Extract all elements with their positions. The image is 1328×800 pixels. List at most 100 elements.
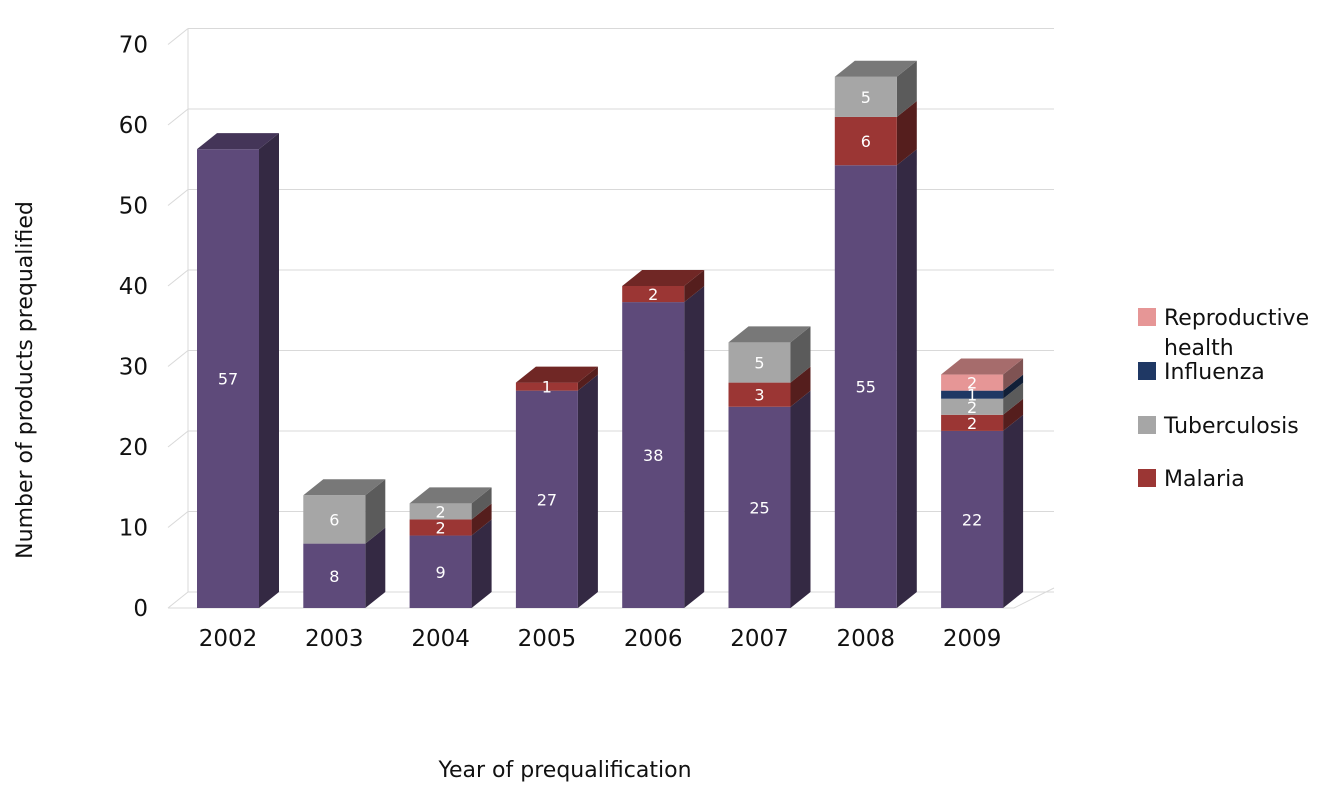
x-tick-label: 2008 — [837, 626, 896, 652]
data-label: 2 — [967, 398, 977, 417]
bar-top — [941, 358, 1024, 375]
bar-side — [1003, 414, 1024, 608]
gridlines — [167, 28, 1055, 609]
y-tick-label: 70 — [119, 33, 148, 59]
gridline-side — [167, 189, 189, 206]
bars — [197, 60, 1024, 608]
data-label: 2 — [436, 519, 446, 538]
data-label: 3 — [754, 386, 764, 405]
bar-top — [409, 487, 492, 504]
data-label: 1 — [967, 386, 977, 405]
axes: 0 10 20 30 40 50 60 70 2002 2003 2004 2005 2006 2007 2… — [119, 33, 1002, 653]
y-tick-label: 30 — [119, 355, 148, 381]
bar-segment — [728, 342, 791, 383]
data-label: 5 — [861, 88, 871, 107]
bar-segment — [622, 302, 685, 608]
data-label: 2 — [436, 502, 446, 521]
y-tick-label: 40 — [119, 274, 148, 300]
x-tick-label: 2007 — [730, 626, 789, 652]
bar-side — [896, 60, 917, 117]
bar-top — [622, 270, 705, 286]
y-axis-title: Number of products prequalified — [13, 201, 38, 559]
bar-side — [1003, 398, 1024, 431]
bar-segment — [941, 374, 1004, 391]
data-label: 22 — [962, 510, 982, 529]
legend-swatch — [1138, 416, 1156, 434]
y-tick-label: 20 — [119, 435, 148, 461]
data-label: 1 — [542, 378, 552, 397]
y-tick-label: 10 — [119, 516, 148, 542]
data-label: 6 — [329, 510, 339, 529]
x-tick-label: 2002 — [199, 626, 258, 652]
data-label: 57 — [218, 370, 238, 389]
bar-side — [365, 479, 386, 544]
legend-label: Influenza — [1164, 360, 1265, 385]
bar-top — [834, 60, 917, 77]
bar-side — [790, 390, 811, 608]
x-tick-label: 2005 — [518, 626, 577, 652]
bar-segment — [941, 398, 1004, 415]
bar-side — [1003, 358, 1024, 391]
data-label: 6 — [861, 132, 871, 151]
bar-segment — [728, 382, 791, 407]
bar-segment — [941, 414, 1004, 431]
gridline-side — [167, 430, 189, 448]
gridline-side — [167, 591, 189, 609]
floor-side — [1013, 587, 1055, 609]
data-label: 2 — [967, 414, 977, 433]
y-tick-label: 50 — [119, 194, 148, 220]
legend-label: Malaria — [1164, 467, 1245, 492]
bar-side — [1003, 374, 1024, 399]
data-label: 5 — [754, 353, 764, 372]
data-label: 2 — [967, 374, 977, 393]
bar-segment — [197, 149, 259, 608]
gridline-side — [167, 511, 189, 528]
bar-segment — [409, 519, 472, 536]
gridline-side — [167, 28, 189, 45]
bar-top — [197, 133, 279, 150]
bar-top — [303, 479, 386, 496]
bar-segment — [834, 76, 897, 117]
legend-swatch — [1138, 469, 1156, 487]
legend-swatch — [1138, 308, 1156, 326]
gridline-side — [167, 108, 189, 126]
data-label: 55 — [856, 378, 876, 397]
legend-label-line2: health — [1164, 336, 1234, 361]
bar-side — [577, 374, 598, 608]
bar-side — [896, 149, 917, 608]
y-tick-label: 0 — [133, 596, 148, 622]
legend-label: Tuberculosis — [1163, 414, 1299, 439]
x-tick-label: 2004 — [411, 626, 470, 652]
legend-label: Reproductive — [1164, 306, 1309, 331]
x-tick-label: 2006 — [624, 626, 683, 652]
bar-segment — [728, 406, 791, 608]
bar-segment — [303, 495, 366, 544]
bar-side — [365, 527, 386, 608]
bar-top — [728, 326, 811, 343]
x-axis-title: Year of prequalification — [437, 758, 691, 783]
legend-swatch — [1138, 362, 1156, 380]
bar-side — [684, 270, 705, 303]
bar-segment — [941, 390, 1004, 399]
gridline-side — [167, 350, 189, 367]
bar-side — [896, 100, 917, 166]
data-label: 8 — [329, 567, 339, 586]
bar-segment — [409, 503, 472, 520]
bar-side — [790, 326, 811, 383]
bar-segment — [409, 535, 472, 608]
bar-segment — [834, 165, 897, 608]
bar-side — [471, 519, 492, 608]
bar-segment — [515, 382, 578, 391]
bar-side — [471, 503, 492, 536]
bar-side — [471, 487, 492, 520]
bar-segment — [622, 286, 685, 303]
bar-side — [1003, 382, 1024, 415]
bar-segment — [941, 430, 1004, 608]
data-label: 38 — [643, 446, 663, 465]
data-label: 9 — [436, 563, 446, 582]
x-tick-label: 2009 — [943, 626, 1002, 652]
bar-top — [515, 366, 598, 383]
bar-side — [577, 366, 598, 391]
